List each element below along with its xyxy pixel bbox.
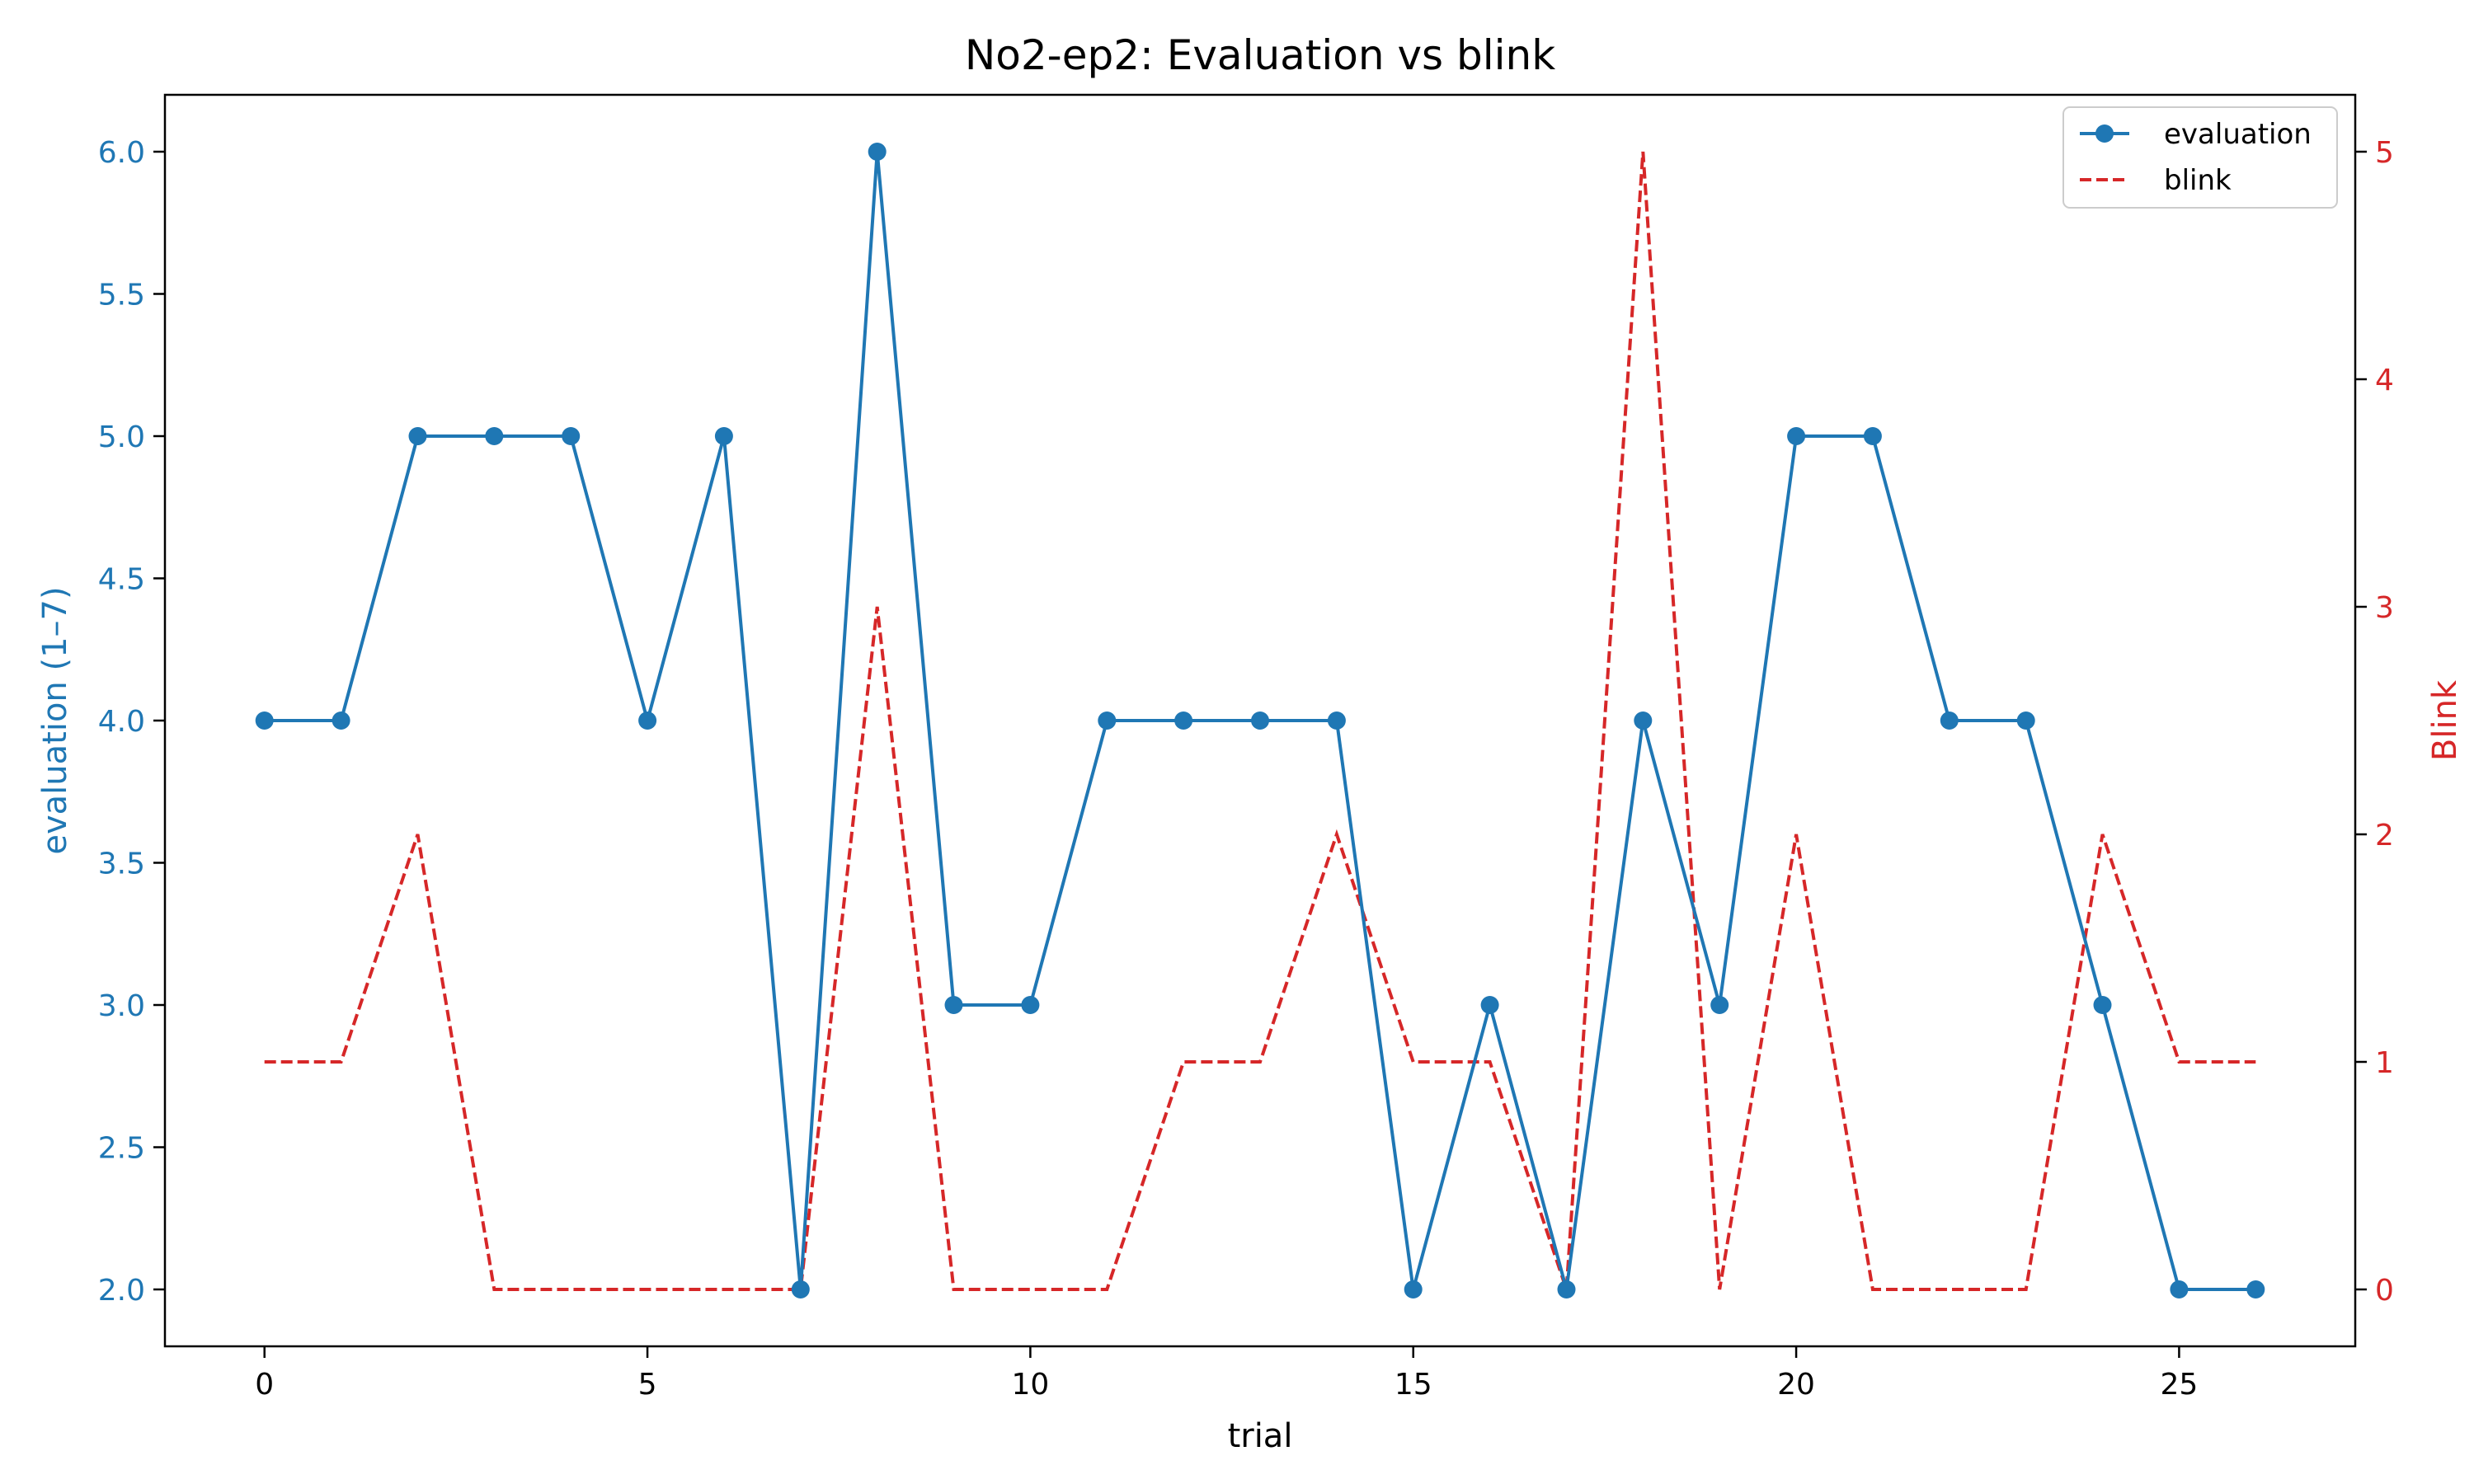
x-tick-label: 25 [2160,1368,2198,1402]
y-left-tick-label: 3.0 [98,989,145,1023]
legend-evaluation-label: evaluation [2164,118,2312,151]
evaluation-point [2246,1280,2265,1298]
evaluation-point [1634,711,1653,730]
evaluation-point [1327,711,1346,730]
evaluation-point [944,996,963,1014]
legend-box [2062,106,2338,209]
y-right-tick-label: 4 [2375,364,2394,397]
evaluation-point [2016,711,2035,730]
x-tick-label: 15 [1395,1368,1432,1402]
legend-evaluation-marker [2095,124,2114,143]
evaluation-point [1174,711,1193,730]
series-layer [255,143,2265,1298]
evaluation-point [638,711,657,730]
x-tick-label: 5 [638,1368,657,1402]
x-tick-label: 0 [255,1368,274,1402]
series-blink-line [264,151,2256,1291]
x-tick-label: 10 [1011,1368,1049,1402]
y-right-tick-label: 1 [2375,1046,2394,1080]
evaluation-point [1021,996,1040,1014]
evaluation-point [1251,711,1269,730]
evaluation-point [1557,1280,1576,1298]
evaluation-point [791,1280,810,1298]
y-right-tick-label: 2 [2375,819,2394,852]
y-left-tick-label: 4.0 [98,705,145,739]
chart-title: No2-ep2: Evaluation vs blink [965,31,1555,79]
y-left-tick-label: 5.5 [98,279,145,312]
y-left-tick-label: 2.0 [98,1274,145,1308]
evaluation-point [1098,711,1117,730]
y-left-tick-label: 2.5 [98,1132,145,1166]
x-tick-label: 20 [1777,1368,1815,1402]
y-left-tick-label: 6.0 [98,136,145,170]
evaluation-point [1940,711,1959,730]
y-right-axis-title: Blink [2426,679,2464,761]
evaluation-point [1787,427,1806,445]
evaluation-point [1404,1280,1423,1298]
y-right-tick-label: 0 [2375,1274,2394,1308]
evaluation-point [2170,1280,2189,1298]
evaluation-point [408,427,427,445]
evaluation-point [485,427,504,445]
y-left-tick-label: 3.5 [98,848,145,881]
evaluation-point [562,427,581,445]
evaluation-point [868,143,887,161]
y-right-tick-label: 3 [2375,591,2394,625]
y-left-tick-label: 4.5 [98,563,145,597]
evaluation-point [255,711,274,730]
y-left-tick-label: 5.0 [98,420,145,454]
evaluation-point [332,711,350,730]
plot-frame [163,93,2357,1348]
evaluation-point [1710,996,1729,1014]
y-right-tick-label: 5 [2375,136,2394,170]
ticks-layer: 0 5 10 15 20 252.02.53.03.54.04.55.05.56.0012… [98,136,2394,1402]
x-axis-title: trial [1228,1417,1293,1455]
y-left-axis-title: evaluation (1–7) [36,586,74,854]
evaluation-point [714,427,733,445]
evaluation-point [1863,427,1882,445]
legend-blink-label: blink [2164,164,2232,197]
evaluation-point [2093,996,2112,1014]
legend: evaluation blink [2062,106,2338,209]
evaluation-point [1480,996,1499,1014]
